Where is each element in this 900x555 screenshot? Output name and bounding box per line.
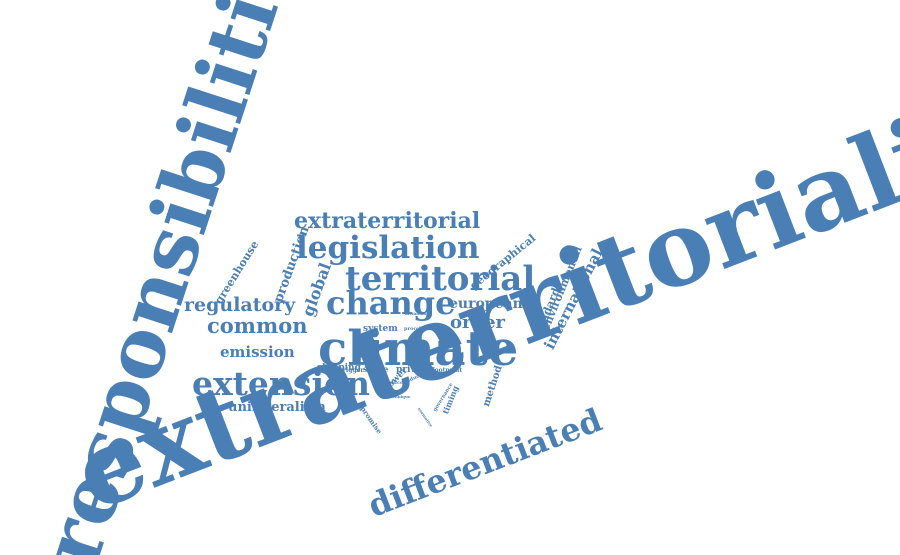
word-order: order xyxy=(450,312,506,333)
word-differentiated: differentiated xyxy=(362,400,607,525)
word-trigger: trigger xyxy=(340,367,364,374)
word-system: system xyxy=(363,324,398,334)
word-technique: technique xyxy=(388,394,411,399)
word-distinction: distinction xyxy=(405,311,430,316)
word-footprint: footprint xyxy=(432,367,463,374)
word-emission: emission xyxy=(220,343,295,361)
word-regulatory: regulatory xyxy=(184,294,296,316)
word-extension: extension xyxy=(192,364,371,403)
word-european: european xyxy=(449,296,523,312)
word-legislation: legislation xyxy=(296,230,480,266)
word-common: common xyxy=(207,313,308,338)
word-extraterritorial: extraterritorial xyxy=(294,208,481,234)
word-shipping: shipping xyxy=(317,363,361,373)
word-scope: scope xyxy=(363,364,389,374)
word-reduce: reduce xyxy=(384,380,404,386)
word-change: change xyxy=(326,284,456,322)
word-cbdr: cbdr xyxy=(416,326,429,332)
word-unilateralism: unilateralism xyxy=(228,400,326,415)
word-climate: climate xyxy=(318,321,519,377)
word-private: private xyxy=(396,365,432,375)
word-territorial: territorial xyxy=(345,259,536,299)
word-proc: proc xyxy=(404,326,417,332)
